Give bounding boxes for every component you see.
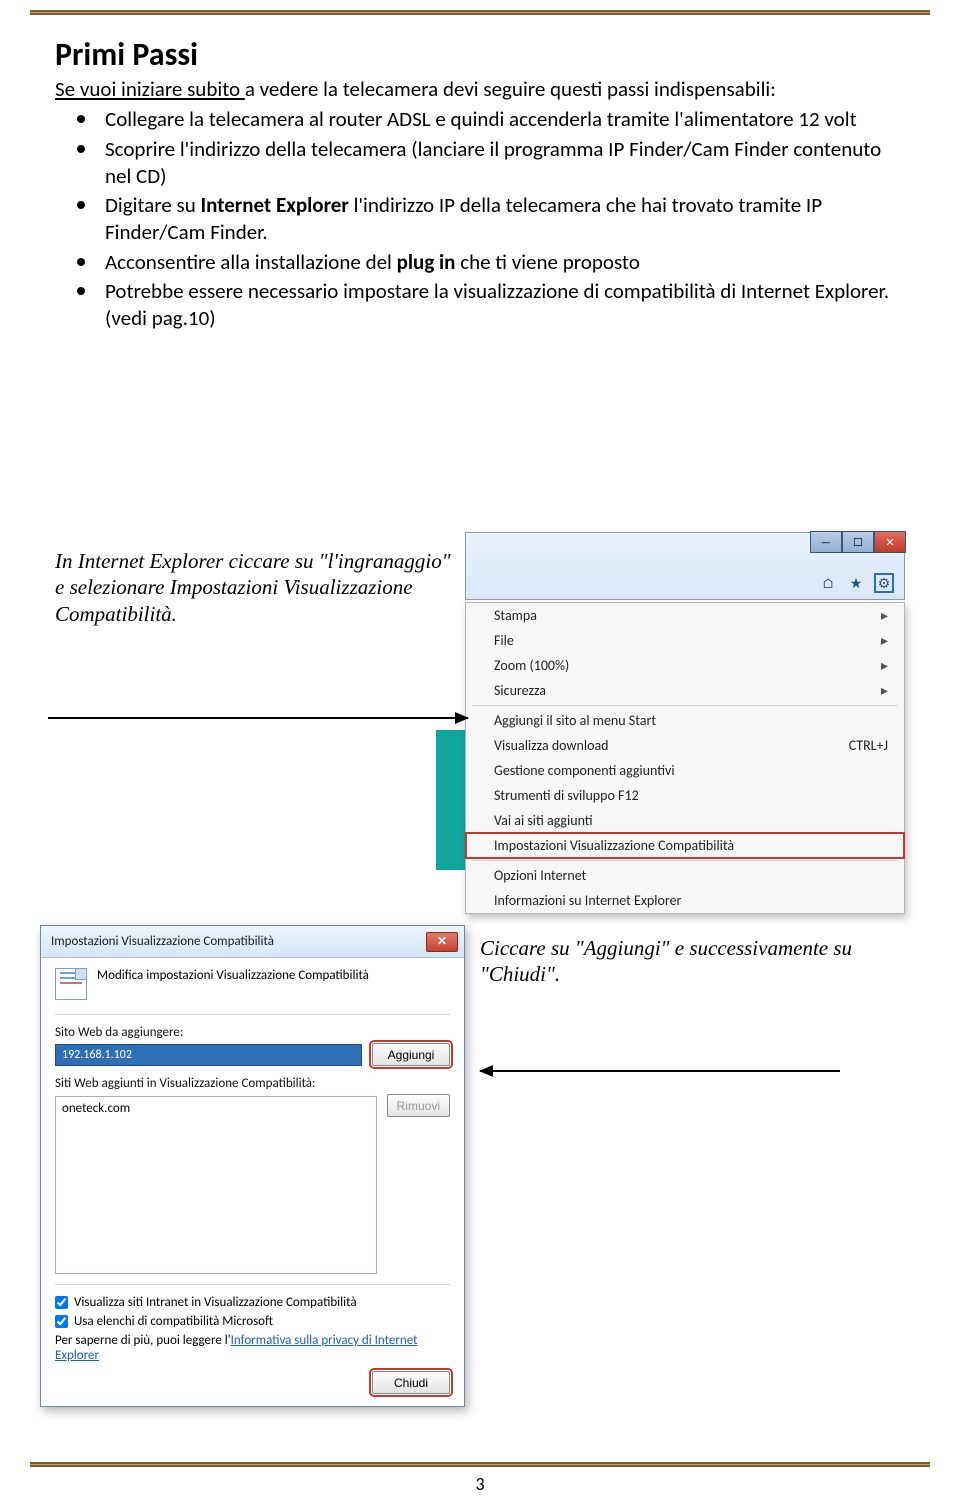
step-item: Potrebbe essere necessario impostare la … (55, 278, 905, 333)
minimize-button[interactable]: — (810, 531, 842, 553)
menu-item[interactable]: Strumenti di sviluppo F12 (466, 783, 904, 808)
home-icon[interactable]: ⌂ (818, 573, 838, 593)
gear-icon[interactable]: ⚙ (874, 573, 894, 593)
close-dialog-button[interactable]: Chiudi (372, 1371, 450, 1394)
arrow-to-add (480, 1070, 840, 1072)
bottom-rule (30, 1462, 930, 1467)
menu-item[interactable]: Zoom (100%) ▸ (466, 653, 904, 678)
compatibility-dialog: Impostazioni Visualizzazione Compatibili… (40, 925, 465, 1407)
window-buttons: — ☐ ✕ (810, 531, 906, 553)
menu-item[interactable]: Gestione componenti aggiuntivi (466, 758, 904, 783)
menu-item[interactable]: Aggiungi il sito al menu Start (466, 708, 904, 733)
chk-mslist-box[interactable] (55, 1315, 68, 1328)
chk-intranet[interactable]: Visualizza siti Intranet in Visualizzazi… (55, 1295, 450, 1310)
menu-item-label: Gestione componenti aggiuntivi (494, 762, 675, 779)
menu-item[interactable]: Stampa ▸ (466, 603, 904, 628)
chk-mslist-label: Usa elenchi di compatibilità Microsoft (74, 1314, 273, 1329)
step-item: Digitare su Internet Explorer l'indirizz… (55, 192, 905, 247)
favorites-icon[interactable]: ★ (846, 573, 866, 593)
menu-item[interactable]: Sicurezza ▸ (466, 678, 904, 703)
ie-window-corner: — ☐ ✕ ⌂ ★ ⚙ (465, 532, 905, 600)
main-content: Primi Passi Se vuoi iniziare subito a ve… (0, 15, 960, 333)
dialog-header-row: Modifica impostazioni Visualizzazione Co… (55, 968, 450, 1000)
intro-line: Se vuoi iniziare subito a vedere la tele… (55, 76, 905, 102)
menu-item[interactable]: Vai ai siti aggiunti (466, 808, 904, 833)
menu-item-label: Stampa (494, 607, 537, 624)
site-input[interactable] (55, 1044, 362, 1066)
menu-item-label: Vai ai siti aggiunti (494, 812, 593, 829)
dialog-close-icon[interactable]: ✕ (426, 932, 458, 952)
menu-item-label: Sicurezza (494, 682, 546, 699)
submenu-arrow-icon: ▸ (881, 607, 888, 624)
menu-item[interactable]: Visualizza download CTRL+J (466, 733, 904, 758)
menu-item-label: File (494, 632, 514, 649)
menu-shortcut: CTRL+J (849, 737, 888, 754)
menu-item[interactable]: Informazioni su Internet Explorer (466, 888, 904, 913)
menu-item[interactable]: Impostazioni Visualizzazione Compatibili… (466, 833, 904, 858)
menu-item-label: Aggiungi il sito al menu Start (494, 712, 656, 729)
tools-context-menu: Stampa ▸ File ▸ Zoom (100%) ▸ Sicurezza ▸ Aggiun… (465, 602, 905, 914)
caption-add-close: Ciccare su "Aggiungi" e successivamente … (480, 935, 860, 988)
caption-gear: In Internet Explorer ciccare su "l'ingra… (55, 548, 455, 627)
maximize-button[interactable]: ☐ (842, 531, 874, 553)
chk-intranet-box[interactable] (55, 1296, 68, 1309)
document-icon (55, 968, 87, 1000)
privacy-pre: Per saperne di più, puoi leggere l' (55, 1333, 231, 1348)
dialog-titlebar: Impostazioni Visualizzazione Compatibili… (41, 926, 464, 958)
privacy-line: Per saperne di più, puoi leggere l'Infor… (55, 1333, 450, 1363)
menu-separator (472, 705, 898, 706)
menu-item-label: Informazioni su Internet Explorer (494, 892, 681, 909)
step-item: Scoprire l'indirizzo della telecamera (l… (55, 136, 905, 191)
step-item: Collegare la telecamera al router ADSL e… (55, 106, 905, 133)
step-item: Acconsentire alla installazione del plug… (55, 249, 905, 276)
submenu-arrow-icon: ▸ (881, 657, 888, 674)
submenu-arrow-icon: ▸ (881, 682, 888, 699)
chk-intranet-label: Visualizza siti Intranet in Visualizzazi… (74, 1295, 357, 1310)
menu-item-label: Impostazioni Visualizzazione Compatibili… (494, 837, 734, 854)
dialog-desc: Modifica impostazioni Visualizzazione Co… (97, 968, 369, 983)
steps-list: Collegare la telecamera al router ADSL e… (55, 106, 905, 332)
remove-button[interactable]: Rimuovi (387, 1094, 450, 1117)
dialog-title: Impostazioni Visualizzazione Compatibili… (51, 934, 274, 949)
menu-item-label: Visualizza download (494, 737, 609, 754)
page-number: 3 (0, 1473, 960, 1495)
intro-underline: Se vuoi iniziare subito (55, 76, 245, 102)
add-site-label: Sito Web da aggiungere: (55, 1025, 450, 1040)
ie-toolbar: ⌂ ★ ⚙ (818, 573, 894, 593)
menu-separator (472, 860, 898, 861)
intro-rest: a vedere la telecamera devi seguire ques… (245, 76, 776, 102)
menu-item[interactable]: File ▸ (466, 628, 904, 653)
menu-item-label: Strumenti di sviluppo F12 (494, 787, 639, 804)
list-label: Siti Web aggiunti in Visualizzazione Com… (55, 1076, 450, 1091)
menu-item-label: Opzioni Internet (494, 867, 586, 884)
menu-item-label: Zoom (100%) (494, 657, 569, 674)
arrow-to-menu (48, 717, 468, 719)
page-title: Primi Passi (55, 35, 905, 74)
list-item[interactable]: oneteck.com (62, 1101, 130, 1116)
menu-item[interactable]: Opzioni Internet (466, 863, 904, 888)
submenu-arrow-icon: ▸ (881, 632, 888, 649)
sites-listbox[interactable]: oneteck.com (55, 1096, 377, 1274)
add-button[interactable]: Aggiungi (372, 1043, 450, 1066)
chk-mslist[interactable]: Usa elenchi di compatibilità Microsoft (55, 1314, 450, 1329)
close-button[interactable]: ✕ (874, 531, 906, 553)
